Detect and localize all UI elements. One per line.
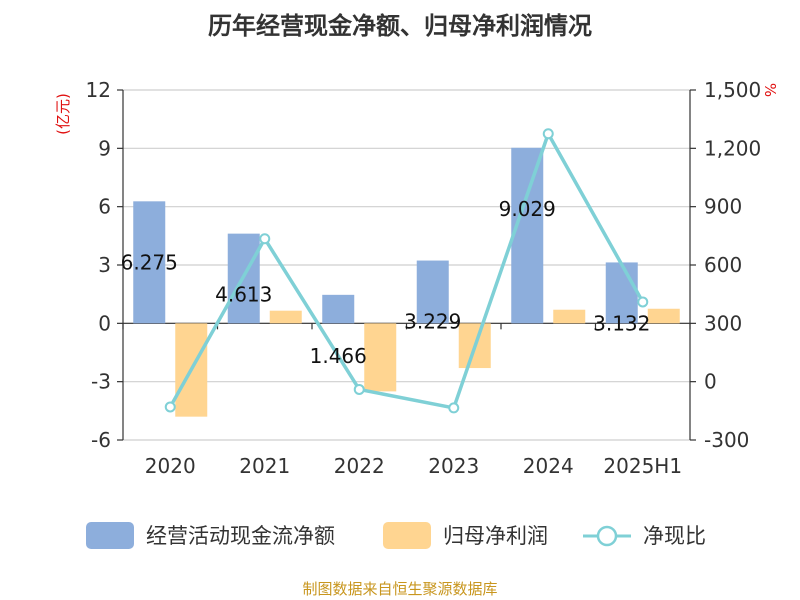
- ratio-point: [259, 233, 271, 245]
- data-labels: 6.275 4.613 1.466 3.229 9.029 3.132: [121, 197, 651, 368]
- bar-cash-flow: [416, 260, 449, 324]
- bar-cash-flow: [133, 201, 166, 324]
- bar-net-profit: [647, 308, 680, 324]
- category-label: 2022: [334, 454, 385, 478]
- legend-swatch-net-profit: [383, 522, 431, 549]
- bar-cash-flow: [605, 262, 638, 324]
- grid-lines: [123, 89, 690, 441]
- bar-net-profit: [364, 323, 397, 392]
- right-tick-label: -300: [704, 428, 749, 452]
- right-tick-label: 600: [704, 253, 742, 277]
- bar-net-profit: [553, 309, 586, 324]
- cash-flow-data-label: 6.275: [121, 250, 178, 274]
- category-label: 2021: [239, 454, 290, 478]
- cash-flow-data-label: 3.132: [593, 311, 650, 335]
- left-tick-label: -6: [91, 428, 111, 452]
- category-label: 2025H1: [603, 454, 682, 478]
- legend: 经营活动现金流净额 归母净利润 净现比: [86, 522, 706, 549]
- ratio-point: [164, 401, 176, 413]
- bar-net-profit: [269, 310, 302, 324]
- cash-flow-data-label: 9.029: [499, 197, 556, 221]
- legend-label-cash-flow: 经营活动现金流净额: [146, 524, 335, 548]
- legend-swatch-ratio-marker: [596, 525, 618, 547]
- right-tick-label: 900: [704, 195, 742, 219]
- left-tick-label: 6: [98, 195, 111, 219]
- cash-flow-data-label: 1.466: [310, 344, 367, 368]
- category-label: 2023: [428, 454, 479, 478]
- right-tick-label: 1,500: [704, 78, 761, 102]
- right-tick-label: 0: [704, 370, 717, 394]
- left-tick-label: 12: [86, 78, 111, 102]
- ratio-polyline: [168, 132, 645, 410]
- category-label: 2020: [145, 454, 196, 478]
- bar-cash-flow: [511, 147, 544, 324]
- right-tick-label: 1,200: [704, 136, 761, 160]
- right-tick-label: 300: [704, 311, 742, 335]
- source-note: 制图数据来自恒生聚源数据库: [302, 580, 497, 598]
- ratio-line: [164, 128, 649, 414]
- legend-swatch-cash-flow: [86, 522, 134, 549]
- left-tick-label: -3: [91, 370, 111, 394]
- ratio-point: [637, 296, 649, 308]
- ratio-point: [542, 128, 554, 140]
- left-tick-label: 9: [98, 136, 111, 160]
- bar-cash-flow: [322, 294, 355, 324]
- left-tick-label: 3: [98, 253, 111, 277]
- left-axis-unit: (亿元): [54, 93, 72, 135]
- right-axis-unit: %: [761, 83, 779, 97]
- bars: [133, 147, 680, 417]
- chart-title: 历年经营现金净额、归母净利润情况: [208, 12, 592, 40]
- tick-labels: 12 1,500 9 1,200 6 900 3 600 0 300 -3 0 -6 -300 2020 20…: [86, 78, 762, 478]
- category-label: 2024: [523, 454, 574, 478]
- legend-label-ratio: 净现比: [643, 524, 706, 548]
- ratio-point: [353, 383, 365, 395]
- left-tick-label: 0: [98, 311, 111, 335]
- cash-flow-data-label: 4.613: [215, 283, 272, 307]
- cash-flow-data-label: 3.229: [404, 310, 461, 334]
- legend-label-net-profit: 归母净利润: [443, 524, 548, 548]
- ratio-point: [448, 402, 460, 414]
